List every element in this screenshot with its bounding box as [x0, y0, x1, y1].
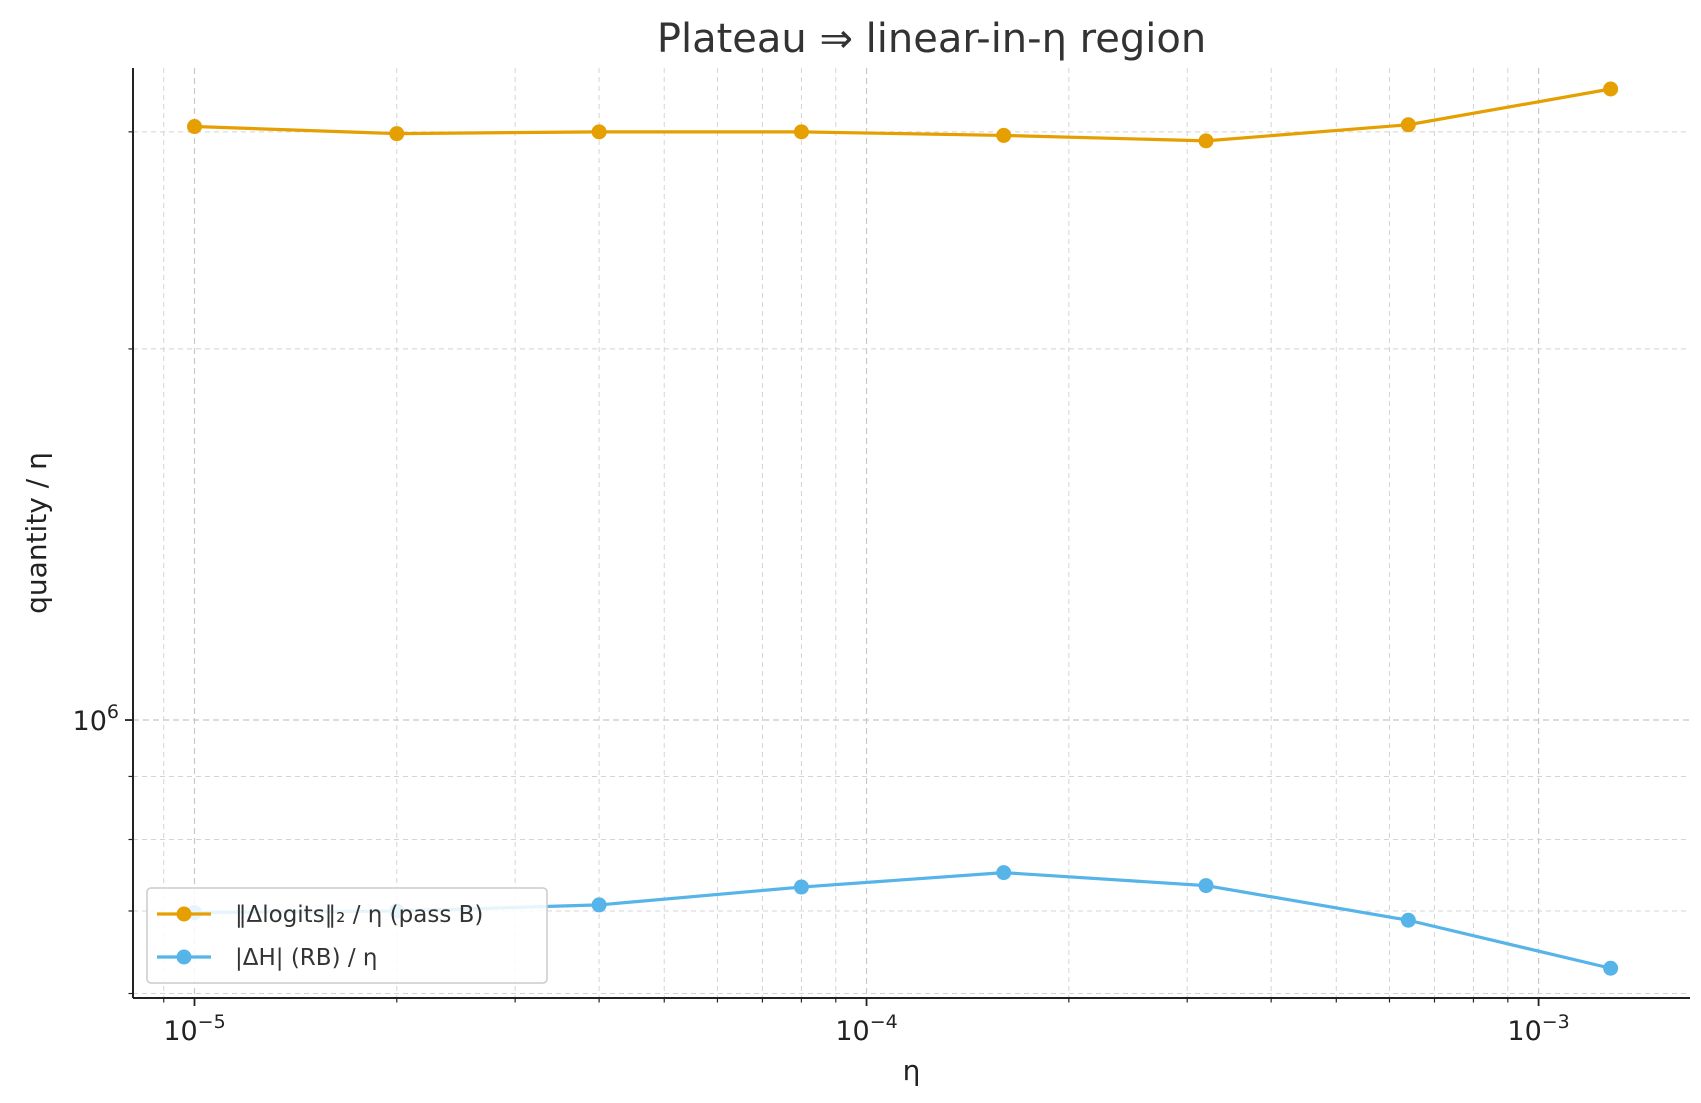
- legend: ‖Δlogits‖₂ / η (pass B) |ΔH| (RB) / η: [146, 887, 548, 984]
- data-point: [1198, 878, 1214, 894]
- legend-label: ‖Δlogits‖₂ / η (pass B): [235, 902, 483, 928]
- ticks: [125, 131, 1540, 1006]
- data-point: [591, 897, 607, 913]
- data-point: [1603, 960, 1619, 976]
- series-line: [194, 87, 1611, 143]
- data-point: [1198, 133, 1214, 149]
- legend-swatch-marker: [176, 949, 192, 965]
- x-tick-label: 10−4: [835, 1011, 897, 1047]
- x-tick-label: 10−3: [1507, 1011, 1569, 1047]
- axes: [132, 68, 1690, 999]
- legend-item: ‖Δlogits‖₂ / η (pass B): [157, 902, 483, 928]
- y-axis-label: quantity / η: [20, 452, 53, 614]
- data-point: [1400, 912, 1416, 928]
- series-1: [187, 81, 1619, 149]
- chart-title: Plateau ⇒ linear-in-η region: [657, 16, 1206, 62]
- legend-label: |ΔH| (RB) / η: [235, 945, 378, 971]
- data-point: [793, 879, 809, 895]
- data-point: [1400, 117, 1416, 133]
- data-point: [1603, 81, 1619, 97]
- grid: [133, 68, 1690, 998]
- x-axis-label: η: [903, 1054, 921, 1087]
- data-point: [996, 127, 1012, 143]
- y-tick-label: 106: [73, 701, 119, 737]
- data-point: [591, 124, 607, 140]
- tick-labels: 10−5 10−4 10−3 106: [73, 701, 1570, 1047]
- data-point: [389, 126, 405, 142]
- data-point: [996, 865, 1012, 881]
- legend-swatch-marker: [176, 906, 192, 922]
- x-tick-label: 10−5: [163, 1011, 225, 1047]
- data-point: [187, 119, 203, 135]
- legend-item: |ΔH| (RB) / η: [157, 945, 378, 971]
- data-point: [793, 124, 809, 140]
- legend-box: [146, 887, 548, 984]
